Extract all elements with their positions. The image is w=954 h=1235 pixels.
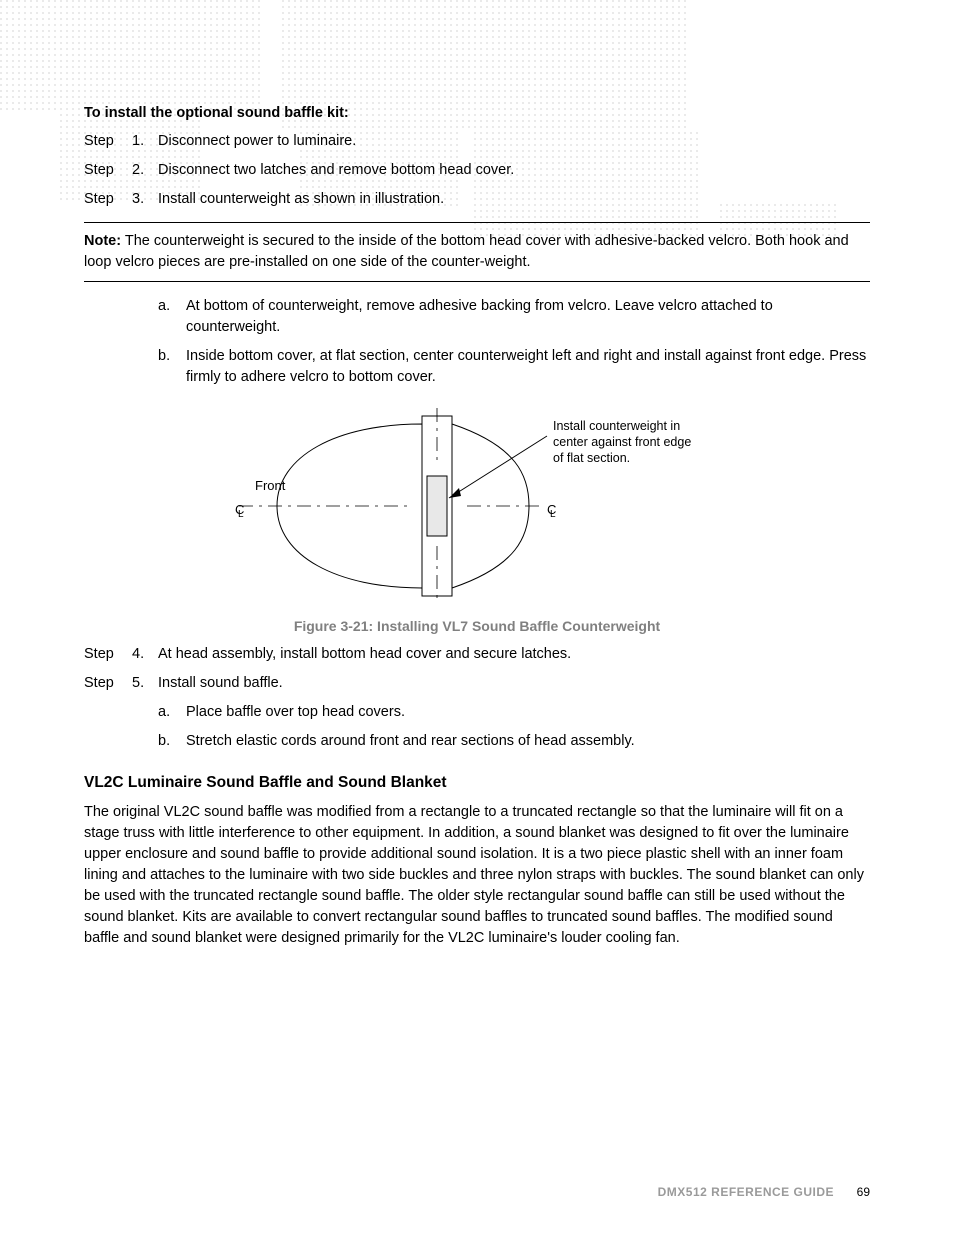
step-row: Step 5. Install sound baffle. <box>84 673 870 694</box>
sub-text: Stretch elastic cords around front and r… <box>186 731 870 752</box>
sub-row: a. Place baffle over top head covers. <box>158 702 870 723</box>
cl-right-symbol-sub: L <box>550 509 556 520</box>
callout-line2: center against front edge <box>553 435 691 449</box>
sub-letter: b. <box>158 346 186 388</box>
step-label: Step <box>84 189 132 210</box>
step-label: Step <box>84 160 132 181</box>
step-text: Disconnect two latches and remove bottom… <box>158 160 870 181</box>
sub-text: At bottom of counterweight, remove adhes… <box>186 296 870 338</box>
step-num: 2. <box>132 160 158 181</box>
step-label: Step <box>84 644 132 665</box>
step-text: Disconnect power to luminaire. <box>158 131 870 152</box>
step-label: Step <box>84 131 132 152</box>
sub-text: Inside bottom cover, at flat section, ce… <box>186 346 870 388</box>
step-row: Step 1. Disconnect power to luminaire. <box>84 131 870 152</box>
step-text: At head assembly, install bottom head co… <box>158 644 870 665</box>
step-text: Install sound baffle. <box>158 673 870 694</box>
step-row: Step 4. At head assembly, install bottom… <box>84 644 870 665</box>
note-label: Note: <box>84 233 121 249</box>
sub-letter: a. <box>158 296 186 338</box>
steps-second: Step 4. At head assembly, install bottom… <box>84 644 870 694</box>
intro-heading: To install the optional sound baffle kit… <box>84 105 870 121</box>
step-text: Install counterweight as shown in illust… <box>158 189 870 210</box>
sub-row: b. Inside bottom cover, at flat section,… <box>158 346 870 388</box>
sub-letter: a. <box>158 702 186 723</box>
step-num: 1. <box>132 131 158 152</box>
section-heading: VL2C Luminaire Sound Baffle and Sound Bl… <box>84 774 870 792</box>
step-label: Step <box>84 673 132 694</box>
step-num: 3. <box>132 189 158 210</box>
sub-text: Place baffle over top head covers. <box>186 702 870 723</box>
note-block: Note: The counterweight is secured to th… <box>84 222 870 282</box>
footer-page: 69 <box>857 1185 870 1199</box>
sub-list-first: a. At bottom of counterweight, remove ad… <box>158 296 870 388</box>
step-row: Step 2. Disconnect two latches and remov… <box>84 160 870 181</box>
steps-first: Step 1. Disconnect power to luminaire. S… <box>84 131 870 210</box>
note-text: The counterweight is secured to the insi… <box>84 233 849 270</box>
counterweight-diagram: C L C L Front Install counterweight in c… <box>207 406 747 606</box>
sub-row: b. Stretch elastic cords around front an… <box>158 731 870 752</box>
step-row: Step 3. Install counterweight as shown i… <box>84 189 870 210</box>
step-num: 5. <box>132 673 158 694</box>
footer-title: DMX512 REFERENCE GUIDE <box>658 1185 834 1199</box>
page-content: To install the optional sound baffle kit… <box>0 0 954 949</box>
sub-row: a. At bottom of counterweight, remove ad… <box>158 296 870 338</box>
figure: C L C L Front Install counterweight in c… <box>84 406 870 634</box>
figure-caption: Figure 3-21: Installing VL7 Sound Baffle… <box>84 618 870 634</box>
front-label: Front <box>255 478 286 493</box>
section-paragraph: The original VL2C sound baffle was modif… <box>84 802 870 949</box>
step-num: 4. <box>132 644 158 665</box>
cl-left-symbol-sub: L <box>238 509 244 520</box>
sub-letter: b. <box>158 731 186 752</box>
sub-list-second: a. Place baffle over top head covers. b.… <box>158 702 870 752</box>
callout-line3: of flat section. <box>553 451 630 465</box>
callout-line1: Install counterweight in <box>553 419 680 433</box>
